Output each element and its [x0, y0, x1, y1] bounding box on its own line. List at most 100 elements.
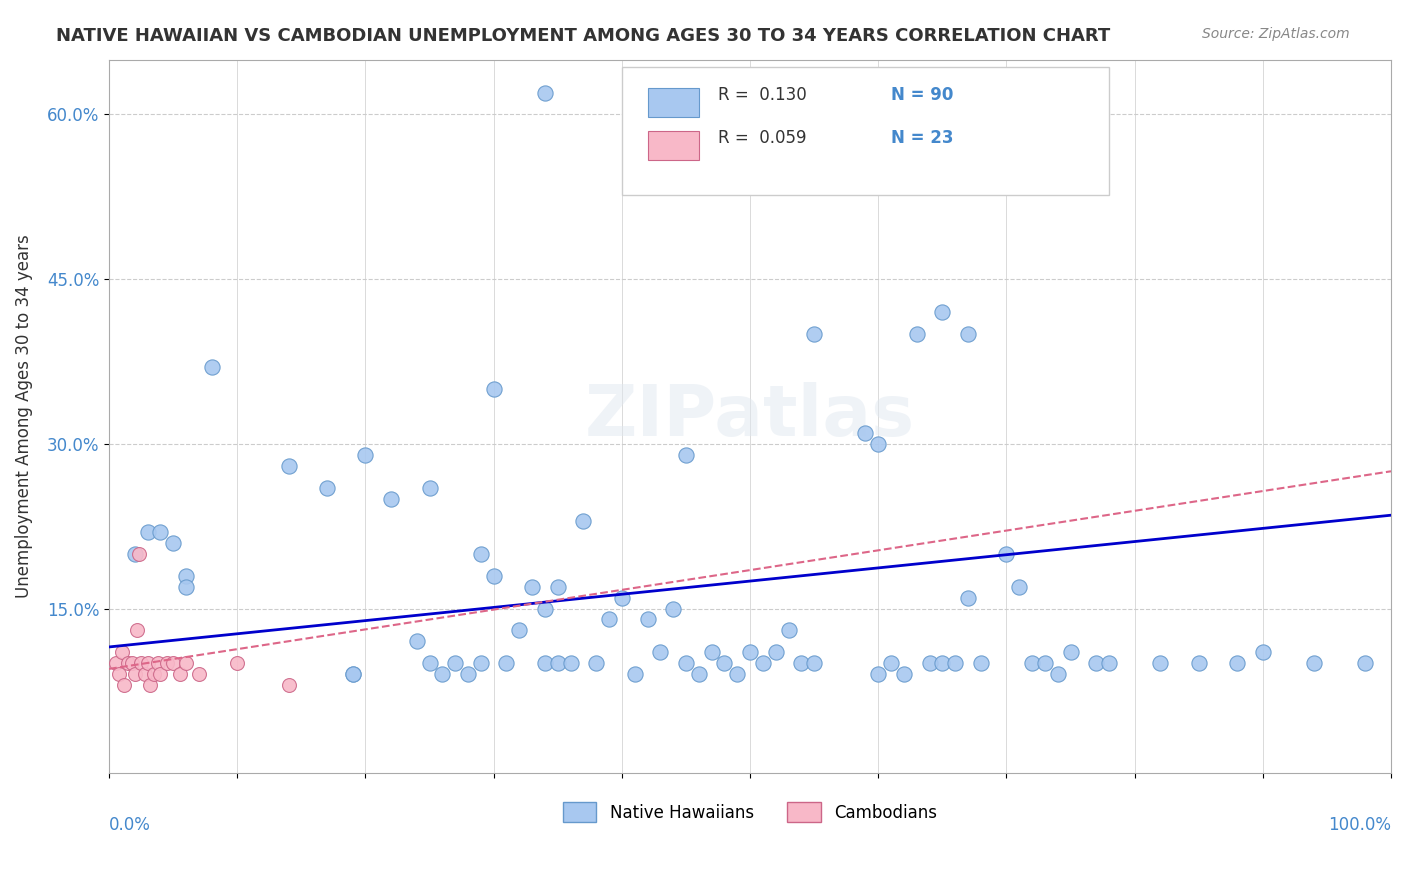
Point [1149, 657, 1171, 671]
Point [174, 580, 197, 594]
Point [688, 667, 710, 681]
Point [905, 327, 928, 342]
Point [277, 458, 299, 473]
Point [111, 645, 134, 659]
Text: 100.0%: 100.0% [1329, 816, 1391, 834]
Point [803, 327, 825, 342]
Point [124, 667, 146, 681]
Point [156, 657, 179, 671]
Point [560, 657, 582, 671]
Point [114, 678, 136, 692]
Y-axis label: Unemployment Among Ages 30 to 34 years: Unemployment Among Ages 30 to 34 years [15, 235, 32, 599]
Text: ZIPatlas: ZIPatlas [585, 382, 915, 450]
Point [725, 667, 748, 681]
Text: N = 90: N = 90 [891, 87, 953, 104]
Point [457, 667, 479, 681]
Point [880, 657, 903, 671]
Legend: Native Hawaiians, Cambodians: Native Hawaiians, Cambodians [557, 796, 943, 829]
Point [520, 580, 543, 594]
Point [470, 547, 492, 561]
Point [534, 657, 557, 671]
Point [1059, 645, 1081, 659]
Point [117, 657, 139, 671]
Point [405, 634, 427, 648]
Point [124, 547, 146, 561]
Point [444, 657, 467, 671]
Point [956, 591, 979, 605]
Point [675, 657, 697, 671]
Point [778, 624, 800, 638]
Point [713, 657, 735, 671]
Point [149, 524, 172, 539]
Point [572, 514, 595, 528]
Point [162, 657, 184, 671]
Text: R =  0.130: R = 0.130 [718, 87, 807, 104]
Point [995, 547, 1018, 561]
Point [650, 645, 672, 659]
Point [187, 667, 209, 681]
Point [662, 601, 685, 615]
Point [482, 568, 505, 582]
Point [136, 657, 159, 671]
Point [547, 580, 569, 594]
Point [675, 448, 697, 462]
Point [752, 657, 775, 671]
Point [918, 657, 941, 671]
Point [623, 667, 645, 681]
Point [432, 667, 454, 681]
Point [121, 657, 143, 671]
Point [585, 657, 607, 671]
Point [970, 657, 993, 671]
Point [1085, 657, 1108, 671]
Point [174, 657, 197, 671]
Point [482, 382, 505, 396]
Point [943, 657, 966, 671]
Point [1021, 657, 1043, 671]
Point [128, 547, 150, 561]
Point [868, 437, 890, 451]
Point [547, 657, 569, 671]
Point [470, 657, 492, 671]
Point [1354, 657, 1376, 671]
Point [162, 535, 184, 549]
Text: NATIVE HAWAIIAN VS CAMBODIAN UNEMPLOYMENT AMONG AGES 30 TO 34 YEARS CORRELATION : NATIVE HAWAIIAN VS CAMBODIAN UNEMPLOYMEN… [56, 27, 1111, 45]
Point [136, 524, 159, 539]
Point [931, 657, 953, 671]
Point [226, 657, 249, 671]
FancyBboxPatch shape [621, 67, 1109, 195]
Point [1098, 657, 1121, 671]
Point [149, 667, 172, 681]
Bar [648, 88, 699, 117]
Point [868, 667, 890, 681]
Point [342, 667, 364, 681]
Point [1303, 657, 1326, 671]
Point [146, 657, 169, 671]
Point [129, 657, 152, 671]
Point [380, 491, 402, 506]
Point [495, 657, 517, 671]
Point [956, 327, 979, 342]
Point [931, 305, 953, 319]
Point [354, 448, 377, 462]
Point [1046, 667, 1069, 681]
Point [134, 667, 156, 681]
Point [316, 481, 339, 495]
Point [803, 657, 825, 671]
Point [1033, 657, 1056, 671]
Point [108, 667, 131, 681]
Point [790, 657, 813, 671]
Point [1251, 645, 1274, 659]
Point [419, 481, 441, 495]
Point [598, 612, 620, 626]
Point [1226, 657, 1249, 671]
Text: N = 23: N = 23 [891, 129, 953, 147]
Text: 0.0%: 0.0% [110, 816, 150, 834]
Point [610, 591, 633, 605]
Point [534, 86, 557, 100]
Text: Source: ZipAtlas.com: Source: ZipAtlas.com [1202, 27, 1350, 41]
Point [127, 624, 149, 638]
Point [738, 645, 761, 659]
Point [534, 601, 557, 615]
Point [855, 425, 877, 440]
Bar [648, 131, 699, 160]
